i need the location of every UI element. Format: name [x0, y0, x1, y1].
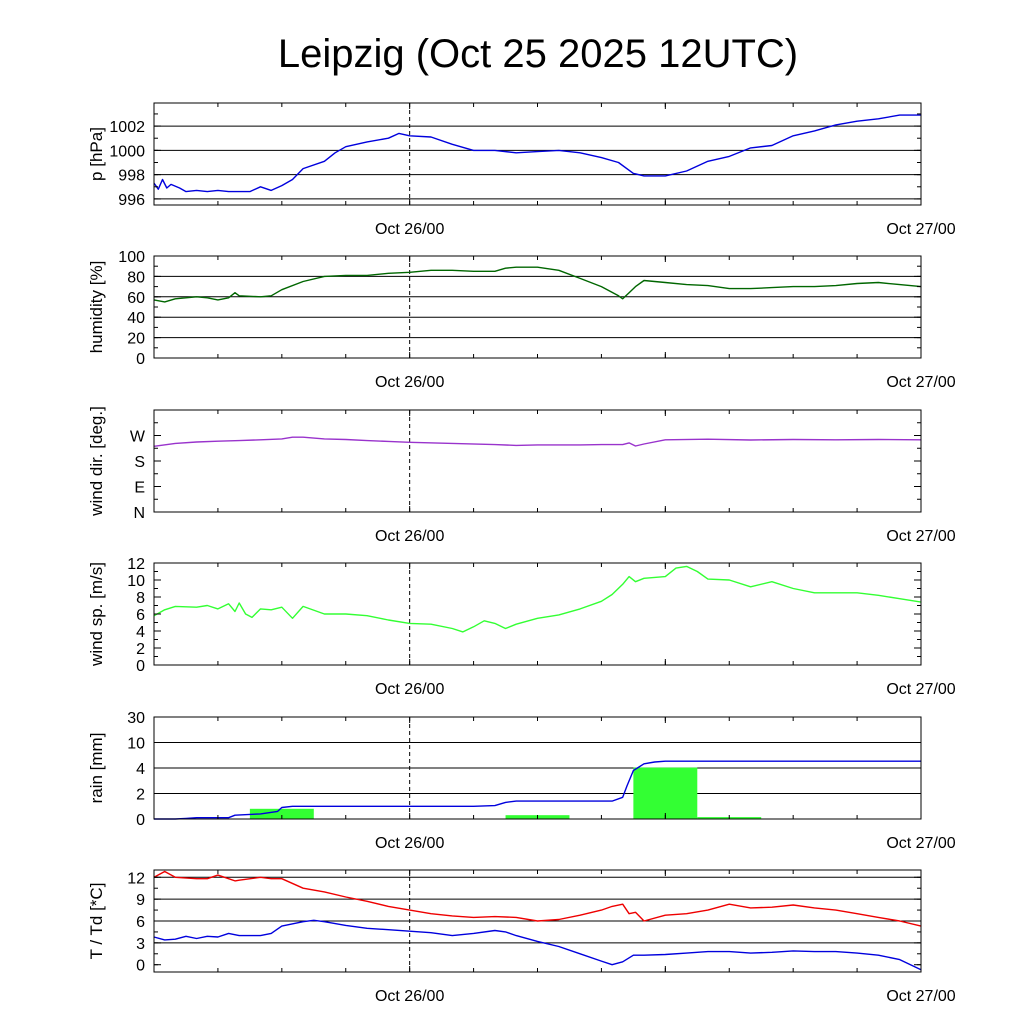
humidity-frame: [153, 255, 922, 359]
pressure-series-0: [153, 114, 921, 193]
panel-rain: 0 2 4 10 30 rain [mm] Oct 26/00 Oct 27/00: [87, 710, 956, 852]
temperature-ytick-label: 12: [127, 870, 145, 887]
panel-temperature: 0 3 6 9 12 T / Td [*C] Oct 26/00 Oct 27/00: [87, 869, 956, 1005]
humidity-series-0: [153, 266, 922, 303]
wind_dir-ytick-label: S: [134, 454, 145, 471]
temperature-series-1: [153, 919, 922, 971]
humidity-ylabel: humidity [%]: [87, 261, 106, 354]
temperature-ytick-label: 3: [136, 936, 145, 953]
temperature-xtick-label: Oct 27/00: [886, 988, 955, 1005]
temperature-series-0: [153, 870, 922, 927]
humidity-ytick-label: 60: [127, 290, 145, 307]
humidity-ytick-label: 20: [127, 331, 145, 348]
wind_dir-xtick-label: Oct 27/00: [886, 528, 955, 545]
rain-ytick-label: 2: [136, 787, 145, 804]
rain-bar-0: [249, 808, 314, 819]
wind_dir-ytick-label: E: [134, 480, 145, 497]
humidity-ytick-label: 0: [136, 351, 145, 368]
wind_speed-frame: [153, 562, 922, 666]
rain-xtick-label: Oct 27/00: [886, 835, 955, 852]
temperature-ytick-label: 0: [136, 958, 145, 975]
rain-ytick-label: 10: [127, 736, 145, 753]
wind_speed-xtick-label: Oct 27/00: [886, 681, 955, 698]
humidity-xtick-label: Oct 26/00: [375, 374, 444, 391]
panel-humidity: 0 20 40 60 80 100 humidity [%] Oct 26/00 Oct 27/…: [87, 249, 956, 391]
temperature-xtick-label: Oct 26/00: [375, 988, 444, 1005]
wind_speed-ytick-label: 6: [136, 607, 145, 624]
rain-ytick-label: 4: [136, 761, 145, 778]
pressure-ytick-label: 1002: [109, 119, 145, 136]
pressure-ytick-label: 998: [118, 168, 145, 185]
wind_speed-ytick-label: 8: [136, 590, 145, 607]
rain-ytick-label: 0: [136, 812, 145, 829]
wind_dir-xtick-label: Oct 26/00: [375, 528, 444, 545]
temperature-ytick-label: 9: [136, 892, 145, 909]
humidity-xtick-label: Oct 27/00: [886, 374, 955, 391]
temperature-ylabel: T / Td [*C]: [87, 883, 106, 960]
wind_dir-frame: [153, 409, 922, 513]
temperature-ytick-label: 6: [136, 914, 145, 931]
rain-xtick-label: Oct 26/00: [375, 835, 444, 852]
wind_dir-ylabel: wind dir. [deg.]: [87, 406, 106, 517]
wind_speed-xtick-label: Oct 26/00: [375, 681, 444, 698]
pressure-xtick-label: Oct 27/00: [886, 221, 955, 238]
wind_dir-ytick-label: W: [130, 429, 146, 446]
wind_speed-series-0: [153, 565, 922, 633]
wind_speed-ylabel: wind sp. [m/s]: [87, 562, 106, 667]
pressure-xtick-label: Oct 26/00: [375, 221, 444, 238]
wind_speed-ytick-label: 4: [136, 624, 145, 641]
pressure-ytick-label: 1000: [109, 143, 145, 160]
rain-ylabel: rain [mm]: [87, 733, 106, 804]
wind_speed-ytick-label: 2: [136, 641, 145, 658]
humidity-ytick-label: 80: [127, 269, 145, 286]
pressure-ytick-label: 996: [118, 192, 145, 209]
wind_dir-series-0: [153, 436, 922, 447]
wind_speed-ytick-label: 12: [127, 556, 145, 573]
humidity-ytick-label: 40: [127, 310, 145, 327]
humidity-ytick-label: 100: [118, 249, 145, 266]
chart-title: Leipzig (Oct 25 2025 12UTC): [278, 32, 798, 76]
wind_speed-ytick-label: 10: [127, 573, 145, 590]
rain-bar-2: [633, 767, 698, 819]
wind_speed-ytick-label: 0: [136, 658, 145, 675]
pressure-ylabel: p [hPa]: [87, 127, 106, 181]
rain-ytick-label: 30: [127, 710, 145, 727]
wind_dir-ytick-label: N: [133, 505, 145, 522]
